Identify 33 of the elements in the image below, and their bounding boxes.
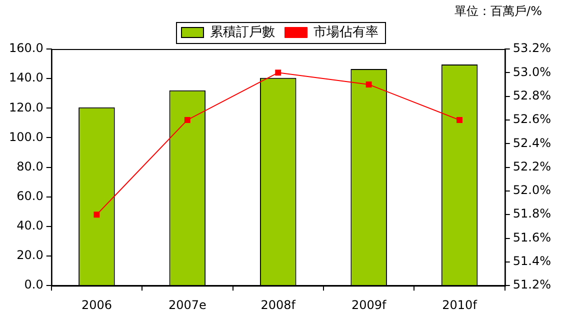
point [456, 117, 462, 123]
y2-tick-label: 52.2% [512, 159, 552, 174]
text: 單位：百萬戶/% [454, 4, 542, 18]
y-tick-label: 140.0 [8, 70, 44, 85]
y2-tick-label: 52.4% [512, 136, 552, 150]
y-tick-label: 40.0 [16, 218, 44, 233]
y-tick-label: 160.0 [8, 41, 44, 56]
y-tick-label: 80.0 [16, 159, 44, 174]
y2-tick-label: 53.2% [512, 41, 552, 56]
y-tick-label: 60.0 [16, 189, 44, 203]
point [275, 70, 282, 76]
y2-tick-label: 52.0% [512, 183, 552, 198]
legend-label: 累積訂戶數 [210, 24, 275, 40]
y2-tick-label: 51.2% [512, 278, 552, 292]
y2-tick-label: 53.0% [512, 64, 552, 79]
x-tick-label: 2009f [351, 298, 387, 312]
y-tick-label: 0.0 [24, 278, 44, 292]
y-tick-label: 100.0 [8, 130, 44, 144]
x-tick-label: 2010f [442, 298, 478, 312]
y2-tick-label: 51.4% [512, 254, 552, 268]
x-tick-label: 2006 [81, 298, 112, 312]
y2-tick-label: 52.8% [512, 88, 552, 102]
y2-tick-label: 51.6% [512, 230, 552, 244]
x-tick-label: 2008f [260, 298, 296, 312]
point [184, 117, 190, 123]
legend-label: 市場佔有率 [314, 24, 378, 40]
y-tick-label: 120.0 [8, 100, 44, 114]
y2-tick-label: 51.8% [512, 206, 552, 221]
point [366, 82, 372, 88]
x-tick-label: 2007e [168, 298, 206, 312]
y-tick-label: 20.0 [16, 248, 44, 262]
point [94, 212, 100, 218]
y2-tick-label: 52.6% [512, 112, 552, 126]
